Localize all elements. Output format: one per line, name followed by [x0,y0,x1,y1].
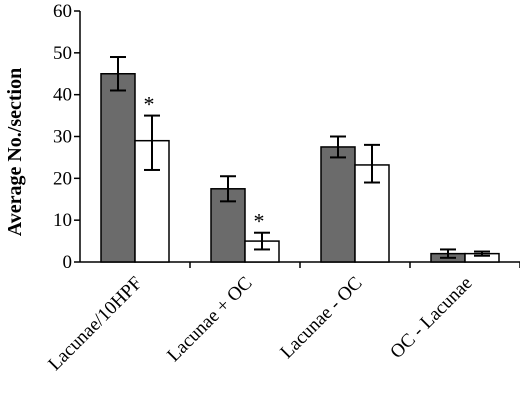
y-tick-label: 10 [53,210,72,231]
x-tick-label: Lacunae + OC [163,273,256,366]
y-tick-label: 0 [63,252,73,273]
significance-star: * [254,209,265,234]
bars [100,56,500,263]
y-tick-label: 40 [53,85,72,106]
x-tick-label: Lacunae/10HPF [44,273,146,375]
y-tick-label: 60 [53,1,72,22]
y-tick-label: 50 [53,43,72,64]
bar [100,73,136,263]
x-tick-label: Lacunae - OC [276,273,366,363]
bar [320,146,356,263]
y-axis-title: Average No./section [4,68,26,236]
y-tick-label: 30 [53,127,72,148]
x-tick-label: OC - Lacunae [386,273,476,363]
significance-star: * [144,92,155,117]
y-tick-label: 20 [53,168,72,189]
